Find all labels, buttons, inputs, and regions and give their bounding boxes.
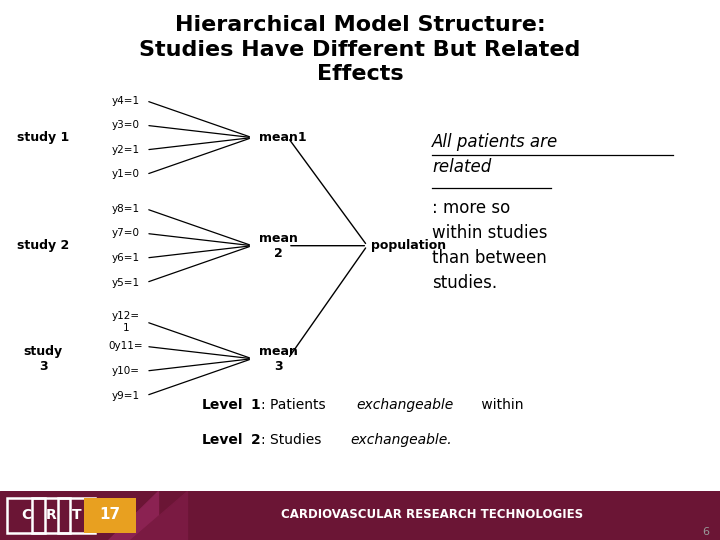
Text: 2: 2 xyxy=(251,433,261,447)
Text: y7=0: y7=0 xyxy=(112,228,140,239)
Text: 0y11=: 0y11= xyxy=(109,341,143,352)
Text: All patients are
related: All patients are related xyxy=(432,133,558,176)
Text: 6: 6 xyxy=(702,527,709,537)
Text: y3=0: y3=0 xyxy=(112,120,140,130)
Text: CARDIOVASCULAR RESEARCH TECHNOLOGIES: CARDIOVASCULAR RESEARCH TECHNOLOGIES xyxy=(281,508,583,521)
Text: y5=1: y5=1 xyxy=(112,278,140,288)
Text: R: R xyxy=(46,508,56,522)
Text: mean
2: mean 2 xyxy=(259,232,298,260)
Text: population: population xyxy=(371,239,446,252)
Polygon shape xyxy=(108,491,158,540)
Text: Level: Level xyxy=(202,399,243,413)
Text: y4=1: y4=1 xyxy=(112,96,140,106)
Text: Hierarchical Model Structure:
Studies Have Different But Related
Effects: Hierarchical Model Structure: Studies Ha… xyxy=(139,15,581,84)
Text: y9=1: y9=1 xyxy=(112,390,140,401)
Text: y10=: y10= xyxy=(112,366,140,376)
Text: y1=0: y1=0 xyxy=(112,170,140,179)
Text: mean
3: mean 3 xyxy=(259,345,298,373)
Text: within: within xyxy=(477,399,523,413)
Text: 1: 1 xyxy=(251,399,261,413)
Text: y2=1: y2=1 xyxy=(112,145,140,155)
Text: study 1: study 1 xyxy=(17,131,69,144)
Text: y8=1: y8=1 xyxy=(112,204,140,214)
Text: : Studies: : Studies xyxy=(261,433,325,447)
Text: Level: Level xyxy=(202,433,243,447)
Text: : Patients: : Patients xyxy=(261,399,330,413)
FancyBboxPatch shape xyxy=(84,498,136,533)
Text: study
3: study 3 xyxy=(24,345,63,373)
Text: : more so
within studies
than between
studies.: : more so within studies than between st… xyxy=(432,199,547,292)
Text: y12=
1: y12= 1 xyxy=(112,311,140,333)
Text: mean1: mean1 xyxy=(259,131,307,144)
Text: exchangeable.: exchangeable. xyxy=(351,433,452,447)
Text: exchangeable: exchangeable xyxy=(356,399,454,413)
Text: T: T xyxy=(71,508,81,522)
Text: study 2: study 2 xyxy=(17,239,69,252)
Text: y6=1: y6=1 xyxy=(112,253,140,263)
Text: 17: 17 xyxy=(99,507,121,522)
Polygon shape xyxy=(130,491,187,540)
Text: C: C xyxy=(21,508,31,522)
